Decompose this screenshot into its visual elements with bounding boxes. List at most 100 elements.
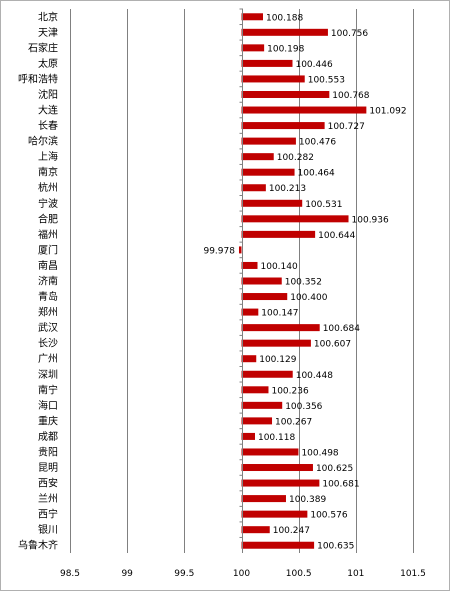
bar [241, 464, 313, 472]
data-label: 100.768 [332, 91, 369, 101]
category-label: 昆明 [38, 462, 58, 474]
category-label: 银川 [38, 523, 58, 536]
data-label: 100.198 [267, 44, 304, 54]
category-label: 宁波 [38, 197, 58, 210]
category-label: 沈阳 [38, 88, 58, 101]
x-tick-label: 100.5 [286, 569, 312, 579]
data-label: 100.684 [323, 324, 360, 334]
bar [241, 106, 367, 114]
category-label: 大连 [38, 104, 58, 117]
bar [241, 324, 320, 332]
bar [241, 339, 311, 347]
data-label: 100.681 [322, 480, 359, 490]
x-tick-label: 101 [347, 569, 364, 579]
data-label: 100.352 [285, 278, 322, 288]
data-label: 100.553 [308, 75, 345, 85]
category-label: 南宁 [38, 383, 58, 396]
bar [241, 28, 328, 36]
data-label: 100.213 [269, 184, 306, 194]
bar [241, 230, 316, 238]
data-label: 100.635 [317, 542, 354, 552]
category-label: 重庆 [38, 414, 58, 427]
bar [241, 417, 273, 425]
data-label: 100.498 [301, 448, 338, 458]
bar [241, 479, 320, 487]
data-label: 100.625 [316, 464, 353, 474]
category-label: 广州 [38, 353, 58, 365]
category-label: 哈尔滨 [28, 135, 58, 148]
category-label: 济南 [38, 275, 58, 288]
bars [238, 13, 367, 549]
data-label: 100.389 [289, 495, 326, 505]
bar [241, 401, 283, 409]
data-label: 100.118 [258, 433, 295, 443]
bar [241, 184, 266, 192]
data-label: 100.247 [273, 526, 310, 536]
bar [241, 308, 259, 316]
data-label: 100.756 [331, 29, 368, 39]
data-label: 99.978 [203, 246, 235, 256]
data-label: 100.607 [314, 340, 351, 350]
bar [241, 44, 265, 52]
category-label: 长沙 [38, 338, 58, 350]
bar [241, 510, 308, 518]
category-label: 武汉 [38, 321, 58, 334]
data-label: 100.188 [266, 13, 303, 23]
bar [241, 153, 274, 161]
data-label: 100.140 [261, 262, 298, 272]
category-label: 北京 [38, 10, 58, 23]
bar [241, 122, 325, 130]
data-label: 100.576 [310, 511, 347, 521]
data-label: 100.446 [295, 60, 332, 70]
axes [239, 8, 243, 553]
category-label: 南昌 [38, 259, 58, 272]
data-label: 100.282 [277, 153, 314, 163]
category-label: 海口 [38, 399, 58, 412]
bar [241, 75, 305, 83]
category-label: 呼和浩特 [18, 73, 58, 85]
data-label: 100.267 [275, 417, 312, 427]
x-tick-label: 99.5 [174, 569, 194, 579]
category-label: 兰州 [38, 492, 58, 505]
category-label: 贵阳 [38, 445, 58, 458]
data-label: 100.400 [290, 293, 327, 303]
data-label: 100.448 [296, 371, 333, 381]
labels: 98.5 99 99.5 100 100.5 101 101.5 北京 100.188 天津 100… [18, 10, 426, 579]
bar [241, 277, 282, 285]
category-label: 福州 [38, 228, 58, 241]
category-label: 南京 [38, 166, 58, 179]
x-tick-label: 100 [233, 569, 250, 579]
bar [241, 168, 295, 176]
bar [241, 90, 330, 98]
category-label: 长春 [38, 120, 58, 132]
bar [241, 137, 296, 145]
data-label: 100.356 [285, 402, 322, 412]
data-label: 100.531 [305, 200, 342, 210]
bar [241, 215, 349, 223]
data-label: 100.129 [259, 355, 296, 365]
bar [241, 261, 258, 269]
category-label: 天津 [38, 27, 58, 39]
data-label: 100.476 [299, 138, 336, 148]
bar [241, 495, 286, 503]
category-label: 石家庄 [28, 41, 58, 54]
category-label: 杭州 [38, 181, 58, 194]
bar [241, 370, 293, 378]
x-tick-label: 98.5 [60, 569, 80, 579]
category-label: 乌鲁木齐 [18, 539, 58, 552]
category-label: 上海 [38, 150, 58, 163]
bar [241, 448, 299, 456]
bar [238, 246, 242, 254]
bar [241, 13, 263, 21]
data-label: 100.464 [298, 169, 335, 179]
data-label: 100.147 [261, 309, 298, 319]
category-label: 郑州 [38, 306, 58, 319]
category-label: 成都 [38, 431, 58, 443]
bar [241, 199, 303, 207]
category-label: 青岛 [38, 290, 58, 303]
data-label: 101.092 [369, 107, 406, 117]
category-label: 太原 [38, 57, 58, 70]
bar [241, 59, 293, 67]
